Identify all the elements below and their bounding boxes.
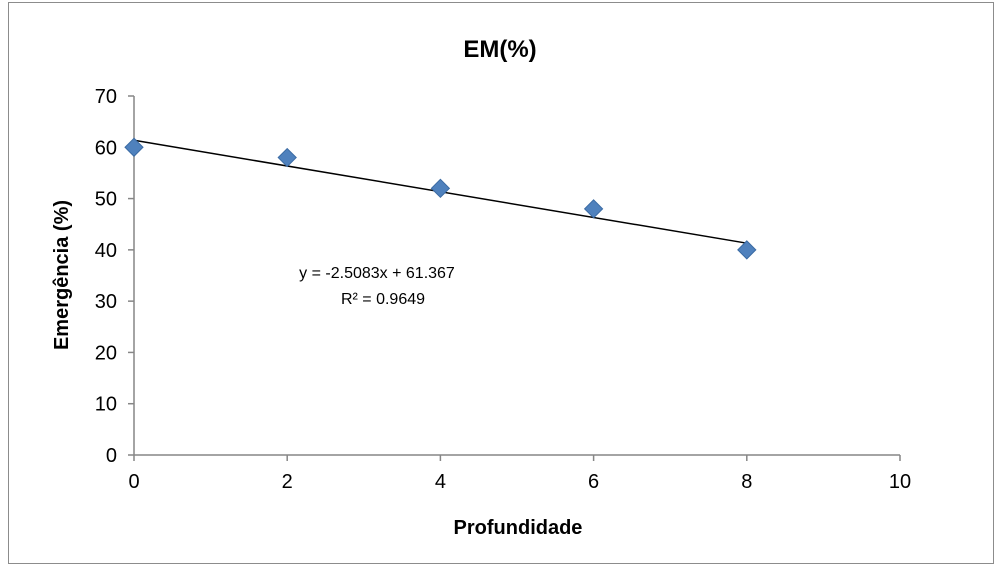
data-point [277, 147, 297, 168]
y-axis-title: Emergência (%) [51, 200, 73, 350]
x-tick-label: 4 [435, 471, 446, 493]
trendline-r-squared: R² = 0.9649 [341, 291, 425, 308]
x-tick-label: 0 [128, 471, 139, 493]
y-tick-label: 0 [106, 445, 117, 467]
trendline-equation: y = -2.5083x + 61.367 [299, 265, 455, 282]
x-tick-label: 8 [741, 471, 752, 493]
x-axis-ticks: 0 2 4 6 8 10 [128, 455, 911, 493]
data-points [124, 137, 757, 260]
plot-area: 0 10 20 30 40 50 60 70 0 2 4 6 8 10 [95, 86, 911, 493]
y-tick-label: 70 [95, 86, 117, 108]
x-tick-label: 10 [889, 471, 911, 493]
y-tick-label: 30 [95, 291, 117, 313]
x-tick-label: 6 [588, 471, 599, 493]
y-tick-label: 10 [95, 394, 117, 416]
y-tick-label: 50 [95, 189, 117, 211]
chart-area [8, 2, 994, 564]
data-point [430, 178, 451, 199]
x-axis-title: Profundidade [454, 517, 583, 539]
x-tick-label: 2 [282, 471, 293, 493]
y-tick-label: 60 [95, 137, 117, 159]
data-point [124, 137, 144, 157]
data-point [737, 240, 757, 260]
y-axis-ticks: 0 10 20 30 40 50 60 70 [95, 86, 134, 467]
y-tick-label: 40 [95, 240, 117, 262]
y-tick-label: 20 [95, 342, 117, 364]
data-point [583, 199, 604, 219]
chart-title: EM(%) [463, 36, 536, 63]
